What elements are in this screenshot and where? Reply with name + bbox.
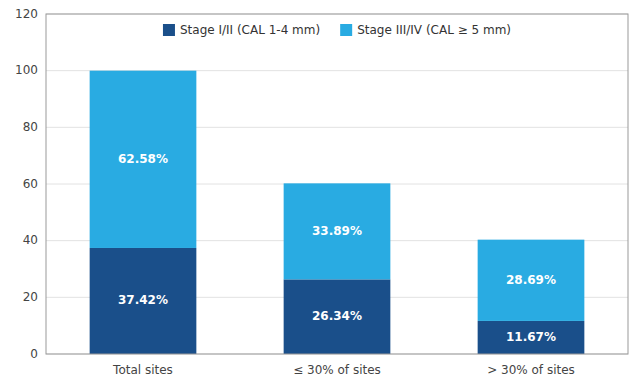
data-label: 33.89% — [312, 224, 362, 238]
legend-label: Stage III/IV (CAL ≥ 5 mm) — [357, 23, 511, 37]
legend-label: Stage I/II (CAL 1-4 mm) — [180, 23, 320, 37]
y-tick-label: 0 — [30, 347, 38, 361]
legend-swatch — [163, 24, 175, 36]
data-label: 11.67% — [506, 330, 556, 344]
y-tick-label: 100 — [15, 63, 38, 77]
y-tick-label: 40 — [23, 233, 38, 247]
bar — [478, 321, 585, 354]
data-label: 26.34% — [312, 309, 362, 323]
legend: Stage I/II (CAL 1-4 mm) Stage III/IV (CAL… — [163, 23, 511, 37]
data-label: 28.69% — [506, 273, 556, 287]
bar — [90, 248, 197, 354]
y-tick-label: 80 — [23, 120, 38, 134]
legend-swatch — [340, 24, 352, 36]
data-label: 37.42% — [118, 293, 168, 307]
bar — [284, 279, 391, 354]
plot-frame — [46, 14, 628, 354]
x-tick-label: > 30% of sites — [487, 363, 575, 377]
bar — [90, 71, 197, 248]
bar — [284, 183, 391, 279]
x-tick-label: Total sites — [112, 363, 173, 377]
y-tick-label: 120 — [15, 7, 38, 21]
chart: 0 20 40 60 80 100 120 37.42% 62.58% 26.34% 33.89% 1… — [0, 0, 644, 390]
data-label: 62.58% — [118, 152, 168, 166]
x-tick-label: ≤ 30% of sites — [293, 363, 381, 377]
y-tick-label: 20 — [23, 290, 38, 304]
bar — [478, 240, 585, 321]
bars — [90, 71, 585, 354]
y-tick-label: 60 — [23, 177, 38, 191]
